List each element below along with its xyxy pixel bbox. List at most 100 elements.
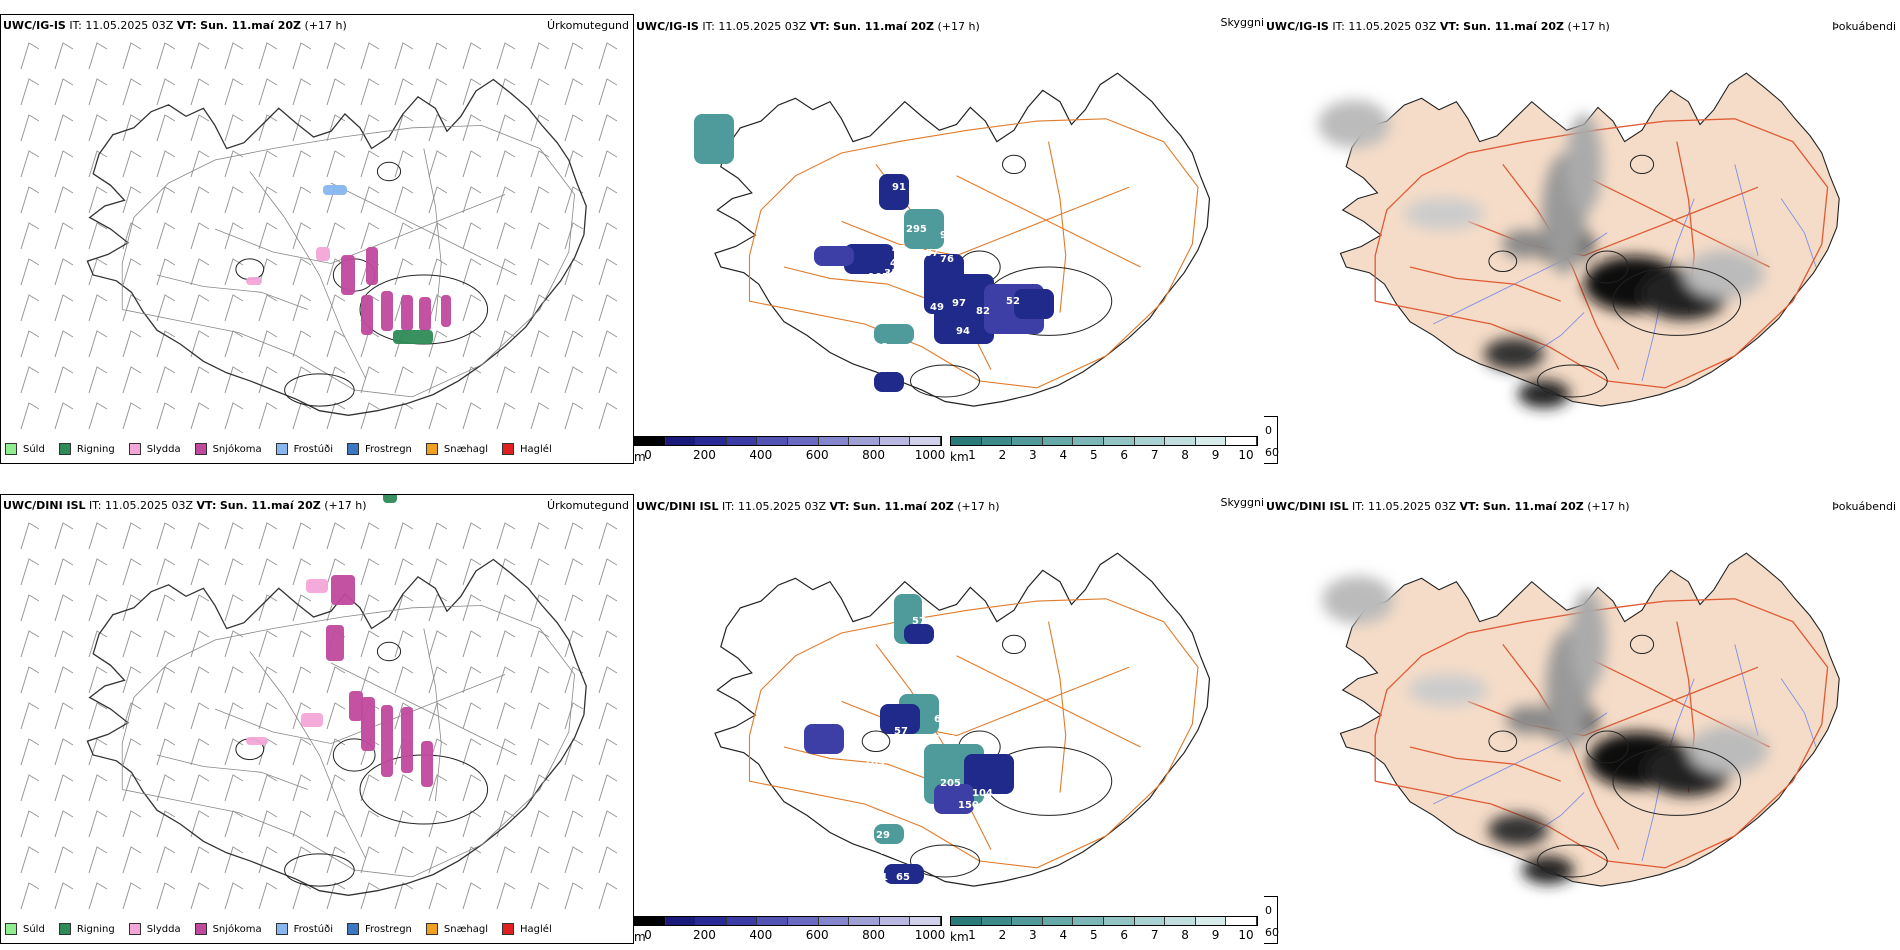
- wind-barb: [224, 186, 244, 214]
- wind-barb: [530, 258, 550, 286]
- wind-barb: [530, 78, 550, 106]
- wind-barb: [258, 222, 278, 250]
- wind-barb: [598, 402, 618, 430]
- wind-barb: [462, 402, 482, 430]
- legend-swatch: [5, 923, 17, 935]
- wind-barb: [224, 558, 244, 586]
- wind-barb: [258, 810, 278, 838]
- colorbar-tick: 10: [1238, 928, 1254, 942]
- visibility-value-label: 29: [876, 830, 890, 841]
- wind-barb: [88, 330, 108, 358]
- wind-barb: [20, 846, 40, 874]
- legend-label: Frostregn: [365, 923, 412, 935]
- wind-barb: [564, 774, 584, 802]
- colorbar-tick: 2: [998, 448, 1007, 462]
- panel-type-label: Skyggni: [1220, 496, 1264, 509]
- wind-barb: [190, 42, 210, 70]
- wind-barb: [258, 630, 278, 658]
- panel-type-label: Þokuábendi: [1832, 500, 1896, 513]
- colorbar-tick: 6: [1120, 448, 1129, 462]
- wind-barb: [530, 846, 550, 874]
- colorbar-strip: [950, 916, 1258, 926]
- wind-barb: [224, 846, 244, 874]
- wind-barb: [54, 42, 74, 70]
- wind-barb: [326, 366, 346, 394]
- wind-barb: [258, 186, 278, 214]
- colorbar-tick: 600: [805, 448, 829, 462]
- wind-barb: [428, 774, 448, 802]
- wind-barb: [88, 810, 108, 838]
- wind-barb: [190, 702, 210, 730]
- colorbar-cell: [757, 437, 788, 445]
- wind-barb: [88, 186, 108, 214]
- wind-barb: [428, 150, 448, 178]
- wind-barb: [462, 738, 482, 766]
- wind-barb: [292, 294, 312, 322]
- wind-barb: [54, 774, 74, 802]
- wind-barb: [394, 702, 414, 730]
- wind-barb: [428, 330, 448, 358]
- colorbar-tick: 400: [749, 448, 773, 462]
- colorbar-cell: [757, 917, 788, 925]
- wind-barb: [224, 702, 244, 730]
- colorbar-tick: 10: [1238, 448, 1254, 462]
- legend-item: Snæhagl: [425, 443, 488, 455]
- wind-barb: [360, 114, 380, 142]
- precip-type-panel-1: UWC/IG-IS IT: 11.05.2025 03Z VT: Sun. 11…: [0, 14, 634, 464]
- wind-barb: [224, 366, 244, 394]
- visibility-value-label: 65: [900, 840, 914, 851]
- wind-barb: [122, 42, 142, 70]
- wind-barb: [564, 150, 584, 178]
- visibility-value-label: 74: [994, 816, 1008, 827]
- wind-barb: [462, 42, 482, 70]
- precip-area: [331, 575, 355, 605]
- wind-barb: [530, 222, 550, 250]
- wind-barb: [224, 594, 244, 622]
- wind-barb: [360, 330, 380, 358]
- visibility-panel-1: UWC/DINI ISLUWC/IG-IS IT: 11.05.2025 03Z…: [634, 14, 1264, 464]
- fog-legend-label: 0: [1265, 423, 1272, 437]
- wind-barb: [258, 558, 278, 586]
- wind-barb: [394, 42, 414, 70]
- legend-item: Slydda: [128, 443, 181, 455]
- wind-barb: [394, 558, 414, 586]
- wind-barb: [20, 402, 40, 430]
- colorbar-tick: 4: [1059, 448, 1068, 462]
- wind-barb: [360, 150, 380, 178]
- colorbar-cell: [1042, 917, 1074, 925]
- wind-barb: [564, 366, 584, 394]
- wind-barb: [496, 330, 516, 358]
- wind-barb: [598, 702, 618, 730]
- wind-barb: [360, 402, 380, 430]
- wind-barb: [292, 402, 312, 430]
- wind-barb: [122, 558, 142, 586]
- wind-barb: [428, 522, 448, 550]
- wind-barb: [54, 738, 74, 766]
- wind-barb: [20, 558, 40, 586]
- legend-label: Haglél: [520, 923, 552, 935]
- wind-barb: [462, 114, 482, 142]
- panel-header: UWC/IG-IS IT: 11.05.2025 03Z VT: Sun. 11…: [3, 19, 347, 32]
- wind-barb: [88, 774, 108, 802]
- wind-barb: [156, 882, 176, 910]
- colorbar-unit: m: [634, 450, 646, 464]
- wind-barb: [122, 594, 142, 622]
- colorbar-tick: 600: [805, 928, 829, 942]
- legend-label: Haglél: [520, 443, 552, 455]
- panel-type-label: Úrkomutegund: [547, 499, 629, 512]
- wind-barb: [54, 402, 74, 430]
- wind-barb: [54, 846, 74, 874]
- wind-barb: [122, 78, 142, 106]
- legend-label: Rigning: [76, 443, 115, 455]
- legend-item: Frostúði: [275, 443, 333, 455]
- panel-header: UWC/DINI ISL IT: 11.05.2025 03Z VT: Sun.…: [1266, 500, 1630, 513]
- wind-barb: [326, 846, 346, 874]
- visibility-value-label: 19: [880, 846, 894, 857]
- wind-barb: [360, 42, 380, 70]
- wind-barb: [326, 702, 346, 730]
- colorbar-tick: 200: [692, 928, 716, 942]
- wind-barb: [564, 78, 584, 106]
- wind-barb: [496, 630, 516, 658]
- visibility-value-label: 150: [958, 800, 979, 811]
- wind-barb: [156, 330, 176, 358]
